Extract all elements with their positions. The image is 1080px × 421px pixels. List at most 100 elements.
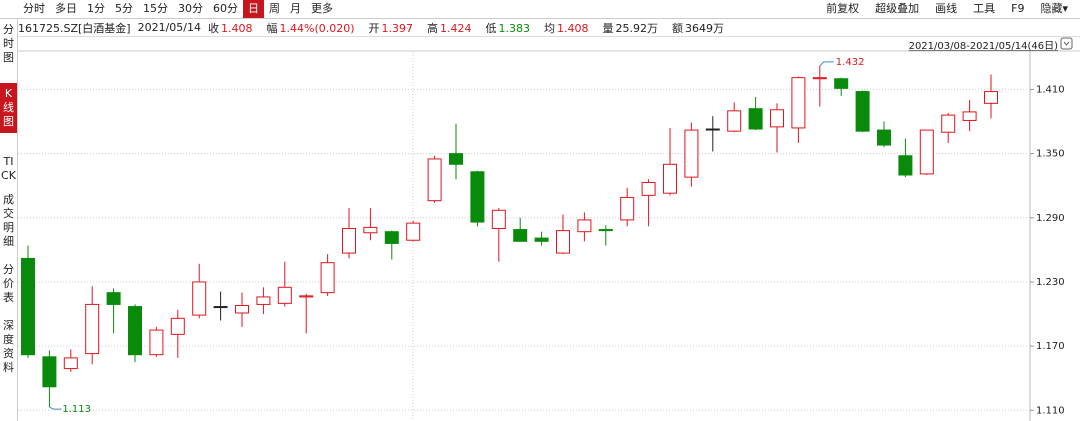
quote-date: 2021/05/14	[137, 21, 201, 34]
quote-item: 均 1.408	[544, 20, 596, 36]
tool-button[interactable]: 超级叠加	[875, 2, 920, 15]
candle-body	[748, 108, 763, 130]
candle-body	[705, 128, 720, 131]
quote-label: 开	[368, 21, 380, 35]
max-label: 1.432	[836, 57, 865, 68]
candle-body	[941, 114, 956, 133]
side-tab[interactable]: 深度资料	[3, 319, 14, 374]
side-tab[interactable]: TICK	[1, 155, 16, 182]
toolbar: 分时 多日 1分 5分 15分 30分 60分日周月更多 前复权 超级叠加 画线 工具 F9 隐藏▾	[0, 0, 1080, 19]
quote-label: 高	[427, 21, 439, 35]
candle-body	[235, 304, 249, 314]
y-tick-label: 1.170	[1036, 341, 1065, 352]
side-tab[interactable]: 分价表	[3, 263, 14, 304]
candle-body	[149, 329, 164, 356]
tool-button[interactable]: 工具	[973, 2, 996, 15]
candle-body	[320, 262, 335, 294]
quote-value: 1.424	[440, 21, 472, 35]
candle-body	[449, 153, 463, 165]
min-label: 1.113	[62, 404, 91, 415]
quote-value: 3649万	[685, 21, 725, 35]
y-tick-label: 1.230	[1036, 277, 1065, 288]
candle-body	[962, 111, 977, 121]
quote-label: 收	[208, 21, 219, 35]
candle-body	[192, 281, 207, 316]
candle-body	[834, 78, 849, 89]
quote-value: 1.408	[221, 21, 253, 35]
tool-button[interactable]: 隐藏▾	[1040, 2, 1068, 15]
candle-body	[277, 286, 292, 304]
quote-item: 额 3649万	[672, 20, 731, 36]
range-label[interactable]: 2021/03/08-2021/05/14(46日)	[908, 41, 1058, 52]
period-tab[interactable]: 5分	[115, 2, 133, 15]
candle-body	[534, 237, 549, 242]
period-tab[interactable]: 周	[269, 2, 280, 15]
quote-value: 1.383	[498, 21, 531, 35]
candle-body	[877, 129, 891, 146]
range-icon[interactable]	[1060, 37, 1073, 50]
y-tick-label: 1.410	[1036, 84, 1065, 95]
candle-body	[513, 229, 528, 242]
side-tab[interactable]: 成交明细	[3, 193, 14, 248]
candle-body	[791, 77, 806, 129]
candle-body	[855, 91, 870, 132]
candle-body	[684, 129, 699, 178]
quote-label: 额	[672, 21, 684, 35]
candle-body	[21, 257, 35, 356]
period-tab[interactable]: 分时	[23, 2, 45, 15]
tool-button[interactable]: 前复权	[826, 2, 860, 15]
candle-body	[128, 306, 142, 356]
candle-body	[213, 306, 228, 309]
candle-body	[470, 171, 485, 223]
candle-body	[984, 91, 998, 104]
candle-body	[256, 296, 271, 305]
quote-value: 1.408	[557, 21, 589, 35]
side-tab[interactable]: 分时图	[3, 23, 14, 64]
quote-row: 161725.SZ[白酒基金] 2021/05/14 收 1.408 幅 1.44%(…	[18, 19, 1080, 37]
candle-body	[770, 109, 784, 128]
period-tab[interactable]: 多日	[55, 2, 77, 15]
period-tab[interactable]: 1分	[87, 2, 105, 15]
quote-item: 幅 1.44%(0.020)	[267, 20, 362, 36]
symbol: 161725.SZ[白酒基金]	[18, 21, 131, 35]
min-pointer	[49, 406, 62, 410]
quote-item: 量 25.92万	[603, 20, 666, 36]
tool-button[interactable]: 画线	[935, 2, 958, 15]
y-tick-label: 1.290	[1036, 213, 1065, 224]
candle-body	[812, 77, 827, 80]
quote-label: 量	[602, 21, 614, 35]
candle-body	[898, 155, 913, 176]
quote-item: 高 1.424	[427, 20, 479, 36]
quote-item: 低 1.383	[486, 20, 538, 36]
tool-button[interactable]: F9	[1011, 2, 1025, 15]
quote-value: 1.397	[381, 21, 414, 35]
period-tab[interactable]: 15分	[143, 2, 168, 15]
candle-body	[406, 222, 421, 241]
candle-body	[491, 209, 506, 229]
candle-body	[641, 181, 656, 196]
candle-body	[342, 227, 356, 254]
y-tick-label: 1.110	[1036, 405, 1065, 416]
candle-body	[598, 229, 613, 232]
range-icon-arrow	[1063, 41, 1070, 46]
candle-body	[170, 317, 185, 335]
candle-body	[620, 196, 635, 221]
period-tab[interactable]: 60分	[213, 2, 238, 15]
period-tab[interactable]: 日	[243, 0, 264, 18]
period-tab[interactable]: 更多	[311, 2, 333, 15]
period-tab[interactable]: 月	[290, 2, 301, 15]
candle-body	[663, 163, 677, 194]
period-tab[interactable]: 30分	[178, 2, 203, 15]
candle-body	[299, 295, 314, 298]
quote-label: 幅	[266, 21, 278, 35]
max-pointer	[819, 61, 834, 67]
side-tab[interactable]: K线图	[0, 83, 17, 133]
quote-value: 25.92万	[615, 21, 659, 35]
candle-body	[727, 110, 742, 132]
candle-body	[363, 226, 378, 234]
candle-body	[42, 356, 57, 388]
candle-body	[556, 230, 570, 254]
quote-item: 收 1.408	[208, 20, 260, 36]
